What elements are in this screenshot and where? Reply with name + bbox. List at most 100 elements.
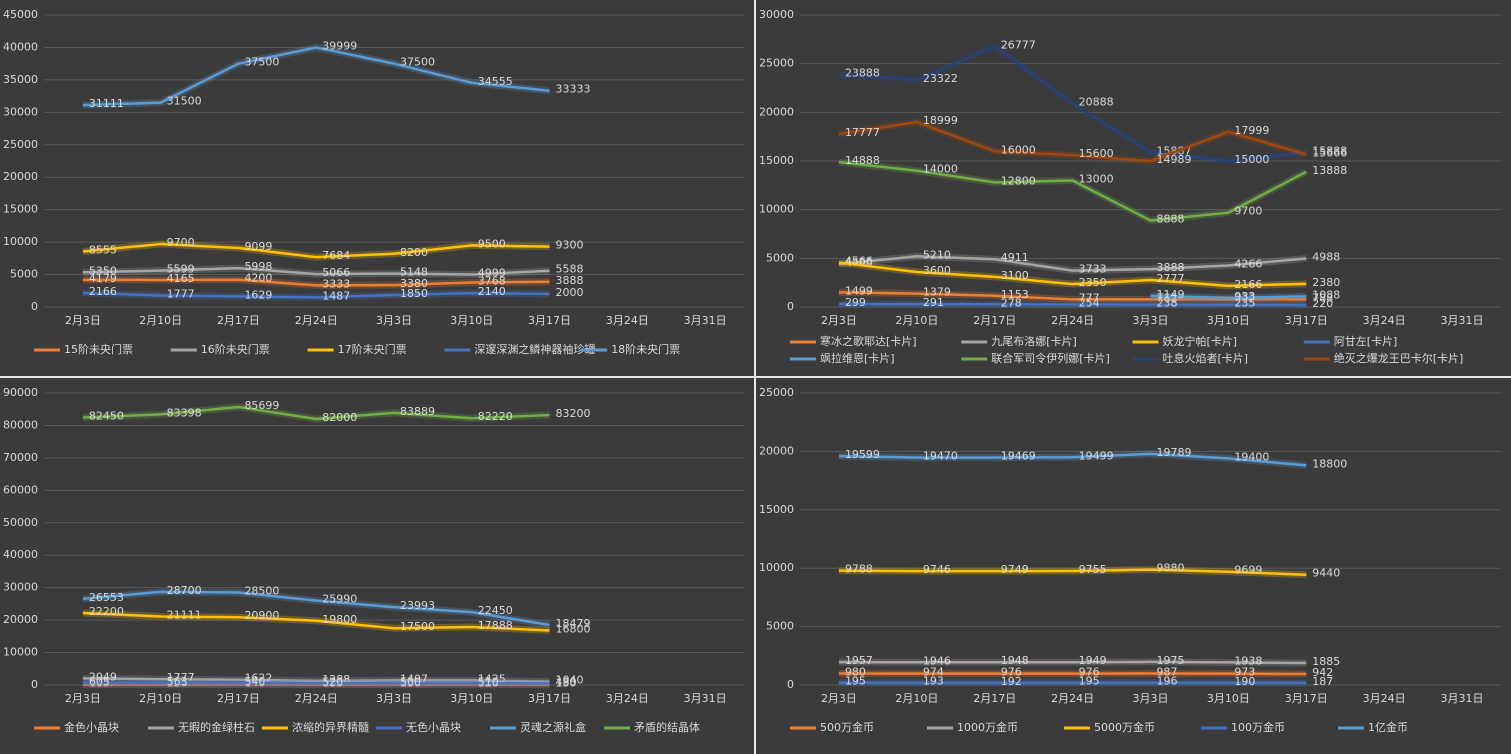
data-label: 2350	[1079, 276, 1107, 289]
x-tick-label: 2月17日	[973, 314, 1016, 327]
data-label: 18800	[1312, 457, 1347, 470]
y-tick-label: 20000	[3, 170, 38, 183]
data-label: 22450	[478, 604, 513, 617]
data-label: 26777	[1001, 38, 1036, 51]
series-line	[838, 660, 1307, 665]
x-tick-label: 2月24日	[1051, 314, 1094, 327]
series-line	[82, 242, 550, 259]
x-tick-label: 2月24日	[1051, 692, 1094, 705]
data-label: 9788	[845, 563, 873, 576]
data-label: 933	[1234, 290, 1255, 303]
data-label: 19800	[322, 613, 357, 626]
x-tick-label: 3月24日	[606, 314, 649, 327]
x-tick-label: 2月3日	[65, 692, 101, 705]
data-label: 28700	[167, 584, 202, 597]
chart-panel: 0 5000 10000 15000 20000 25000 2月3日 2月10日 2月17日 2…	[756, 378, 1511, 754]
data-label: 82450	[89, 409, 124, 422]
legend-label: 矛盾的结晶体	[634, 720, 700, 734]
data-label: 18999	[923, 114, 958, 127]
series-line	[82, 278, 550, 287]
data-label: 9700	[167, 236, 195, 249]
data-label: 23888	[845, 66, 880, 79]
y-tick-label: 40000	[3, 40, 38, 53]
data-label: 3888	[556, 274, 584, 287]
y-tick-label: 45000	[3, 8, 38, 21]
data-label: 4988	[1312, 250, 1340, 263]
data-label: 14000	[923, 163, 958, 176]
data-label: 1379	[923, 286, 951, 299]
data-label: 5588	[556, 263, 584, 276]
data-label: 187	[1312, 675, 1333, 688]
data-label: 220	[1312, 297, 1333, 310]
legend-label: 金色小晶块	[64, 720, 119, 734]
legend-label: 17阶未央门票	[338, 342, 407, 356]
data-label: 19599	[845, 448, 880, 461]
data-label: 20888	[1079, 96, 1114, 109]
data-label: 17500	[400, 620, 435, 633]
legend-label: 浓缩的异界精髓	[292, 720, 369, 734]
data-label: 278	[1001, 296, 1022, 309]
data-label: 1622	[244, 672, 272, 685]
data-label: 2140	[478, 285, 506, 298]
y-tick-label: 25000	[759, 57, 794, 70]
data-label: 83398	[167, 406, 202, 419]
data-label: 254	[1079, 297, 1100, 310]
data-label: 510	[478, 675, 499, 688]
data-label: 17777	[845, 126, 880, 139]
legend-label: 无色小晶块	[406, 720, 461, 734]
legend-label: 16阶未央门票	[201, 342, 270, 356]
series-line	[82, 405, 550, 421]
data-label: 34555	[478, 75, 513, 88]
data-label: 5066	[322, 266, 350, 279]
data-label: 520	[322, 675, 343, 688]
series-line	[838, 672, 1307, 676]
y-tick-label: 60000	[3, 483, 38, 496]
x-tick-label: 3月24日	[1363, 692, 1406, 705]
data-label: 3768	[478, 275, 506, 288]
data-label: 540	[244, 675, 265, 688]
y-tick-label: 90000	[3, 386, 38, 399]
x-tick-label: 2月24日	[295, 314, 338, 327]
data-label: 1149	[1157, 288, 1185, 301]
data-label: 8888	[1157, 212, 1185, 225]
data-label: 85699	[244, 399, 279, 412]
x-tick-label: 3月17日	[528, 314, 571, 327]
data-label: 1499	[845, 284, 873, 297]
data-label: 15666	[1312, 147, 1347, 160]
series-line	[82, 46, 550, 107]
data-label: 14888	[845, 154, 880, 167]
series-line	[838, 255, 1307, 272]
data-label: 19470	[923, 450, 958, 463]
y-tick-label: 15000	[3, 203, 38, 216]
x-tick-label: 3月24日	[606, 692, 649, 705]
data-label: 13888	[1312, 164, 1347, 177]
data-label: 19469	[1001, 450, 1036, 463]
y-tick-label: 10000	[3, 235, 38, 248]
data-label: 5148	[400, 266, 428, 279]
data-label: 2166	[1234, 278, 1262, 291]
legend-label: 深邃深渊之鳞神器袖珍罐	[474, 342, 595, 356]
series-line	[838, 45, 1307, 163]
x-tick-label: 3月31日	[1441, 692, 1484, 705]
series-line	[838, 452, 1307, 467]
data-label: 19789	[1157, 446, 1192, 459]
data-label: 193	[923, 675, 944, 688]
data-label: 4165	[167, 272, 195, 285]
y-tick-label: 25000	[759, 386, 794, 399]
data-label: 781	[1157, 291, 1178, 304]
y-tick-label: 25000	[3, 138, 38, 151]
data-label: 39999	[322, 39, 357, 52]
legend-label: 500万金币	[820, 720, 874, 734]
series-line	[82, 590, 550, 627]
data-label: 2777	[1157, 272, 1185, 285]
legend-label: 寒冰之歌耶达[卡片]	[820, 334, 917, 348]
data-label: 3733	[1079, 263, 1107, 276]
series-line	[838, 120, 1307, 163]
data-label: 16000	[1001, 143, 1036, 156]
y-tick-label: 30000	[3, 105, 38, 118]
data-label: 9755	[1079, 563, 1107, 576]
data-label: 480	[556, 675, 577, 688]
data-label: 4200	[244, 272, 272, 285]
data-label: 22200	[89, 605, 124, 618]
